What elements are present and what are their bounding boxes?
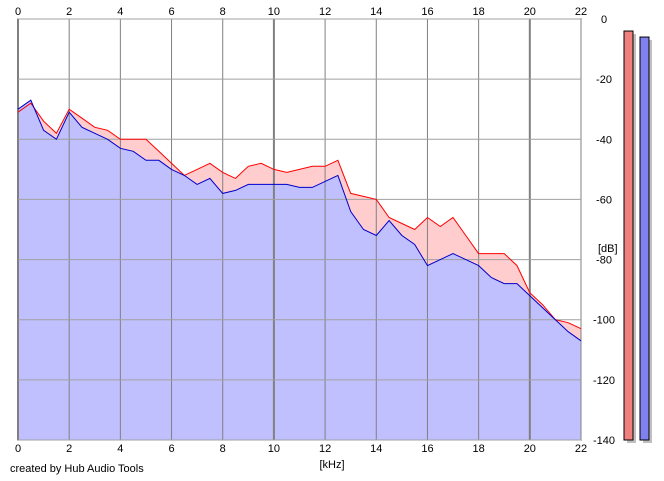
level-meter-1 bbox=[623, 30, 634, 441]
x-tick-label-bottom: 6 bbox=[168, 443, 174, 455]
y-tick-label: -20 bbox=[596, 74, 612, 86]
x-tick-label-top: 14 bbox=[370, 6, 382, 18]
y-tick-label: -40 bbox=[596, 134, 612, 146]
grid bbox=[17, 18, 582, 441]
y-axis-label: [dB] bbox=[598, 243, 618, 255]
x-tick-label-top: 10 bbox=[268, 6, 280, 18]
y-tick-label: -120 bbox=[593, 375, 615, 387]
y-tick-label: 0 bbox=[601, 14, 607, 26]
level-meter-2 bbox=[639, 36, 650, 441]
x-tick-label-bottom: 10 bbox=[268, 443, 280, 455]
series-area-2 bbox=[18, 100, 581, 440]
x-tick-label-bottom: 2 bbox=[66, 443, 72, 455]
x-tick-label-top: 20 bbox=[524, 6, 536, 18]
x-tick-label-bottom: 20 bbox=[524, 443, 536, 455]
x-tick-label-bottom: 22 bbox=[575, 443, 587, 455]
x-tick-label-bottom: 16 bbox=[421, 443, 433, 455]
x-tick-label-top: 12 bbox=[319, 6, 331, 18]
x-tick-label-top: 6 bbox=[168, 6, 174, 18]
x-ticks-bottom: 0 2 4 6 8 10 12 14 16 18 20 22 bbox=[15, 443, 587, 455]
level-meters bbox=[623, 30, 652, 444]
series-line-1 bbox=[17, 102, 582, 330]
x-ticks-top: 0 2 4 6 8 10 12 14 16 18 20 22 bbox=[15, 6, 587, 18]
x-tick-label-top: 8 bbox=[220, 6, 226, 18]
y-ticks: 0 -20 -40 -60 -80 -100 -120 -140 bbox=[593, 14, 615, 447]
x-tick-label-top: 18 bbox=[473, 6, 485, 18]
x-tick-label-bottom: 8 bbox=[220, 443, 226, 455]
x-tick-label-bottom: 12 bbox=[319, 443, 331, 455]
x-tick-label-bottom: 4 bbox=[117, 443, 123, 455]
series-lines bbox=[17, 99, 582, 342]
x-tick-label-top: 16 bbox=[421, 6, 433, 18]
series-line-2 bbox=[17, 99, 582, 342]
y-tick-label: -100 bbox=[593, 315, 615, 327]
credit-text: created by Hub Audio Tools bbox=[10, 463, 144, 475]
y-tick-label: -60 bbox=[596, 194, 612, 206]
x-tick-label-bottom: 18 bbox=[473, 443, 485, 455]
x-tick-label-top: 0 bbox=[15, 6, 21, 18]
y-tick-label: -140 bbox=[593, 435, 615, 447]
x-tick-label-bottom: 14 bbox=[370, 443, 382, 455]
y-tick-label: -80 bbox=[596, 255, 612, 267]
x-tick-label-top: 22 bbox=[575, 6, 587, 18]
x-tick-label-top: 4 bbox=[117, 6, 123, 18]
series-areas bbox=[18, 100, 581, 440]
x-tick-label-top: 2 bbox=[66, 6, 72, 18]
x-tick-label-bottom: 0 bbox=[15, 443, 21, 455]
x-axis-label: [kHz] bbox=[319, 459, 344, 471]
